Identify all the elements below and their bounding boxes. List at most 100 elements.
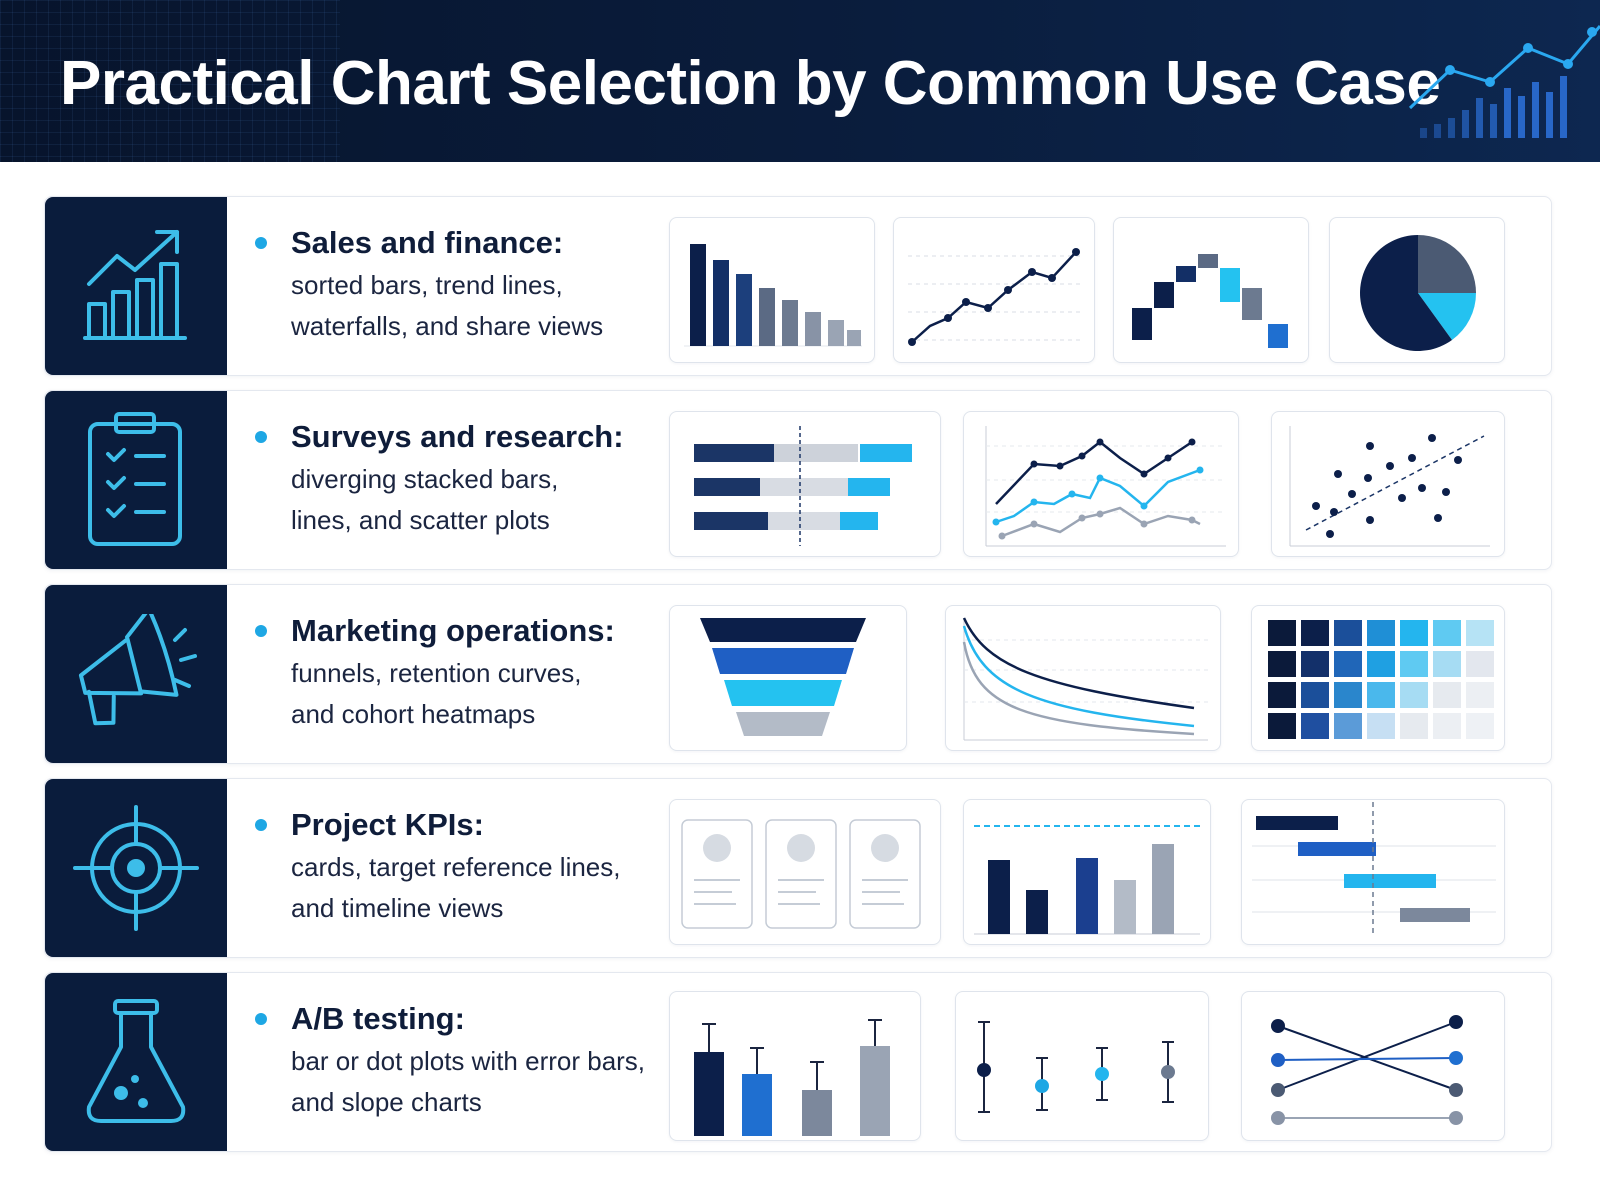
- row-project-kpis: Project KPIs: cards, target reference li…: [44, 778, 1552, 958]
- slope-point: [1271, 1111, 1285, 1125]
- heatmap-cell: [1301, 651, 1329, 677]
- slope-line: [1277, 1057, 1457, 1061]
- clipboard-checklist-icon: [88, 412, 182, 546]
- row-description: bar or dot plots with error bars, and sl…: [291, 1041, 711, 1123]
- heatmap-cell: [1466, 620, 1494, 646]
- stacked-segment: [860, 444, 912, 462]
- bullet-dot: [255, 819, 267, 831]
- slope-point: [1271, 1019, 1285, 1033]
- slope-point: [1271, 1053, 1285, 1067]
- row-surveys-research: Surveys and research: diverging stacked …: [44, 390, 1552, 570]
- target-icon: [73, 805, 199, 931]
- heatmap-cell: [1400, 713, 1428, 739]
- slope-point: [1449, 1051, 1463, 1065]
- dot-point: [1035, 1079, 1049, 1093]
- scatter-point: [1454, 456, 1462, 464]
- heatmap-cell: [1268, 620, 1296, 646]
- row-description: cards, target reference lines, and timel…: [291, 847, 711, 929]
- kpi-cards: [669, 799, 941, 945]
- heatmap-cell: [1433, 682, 1461, 708]
- row-text: Marketing operations: funnels, retention…: [255, 611, 675, 735]
- pie-slice: [1360, 235, 1452, 351]
- dot-point: [1095, 1067, 1109, 1081]
- sorted-bar-chart: [669, 217, 875, 363]
- kpi-card: [849, 819, 921, 929]
- chart-bar: [1076, 858, 1098, 934]
- chart-point: [1028, 268, 1036, 276]
- heatmap-cell: [1334, 682, 1362, 708]
- row-title: Marketing operations:: [291, 613, 615, 648]
- pie-slice: [1418, 293, 1476, 340]
- row-icon-panel: [45, 197, 227, 375]
- heatmap-cell: [1400, 651, 1428, 677]
- desc-line: and timeline views: [291, 893, 504, 923]
- slope-line: [1277, 1021, 1457, 1091]
- stacked-segment: [760, 478, 848, 496]
- desc-line: diverging stacked bars,: [291, 464, 559, 494]
- row-description: diverging stacked bars, lines, and scatt…: [291, 459, 671, 541]
- chart-bar: [782, 300, 798, 346]
- kpi-card: [765, 819, 837, 929]
- dot-point: [977, 1063, 991, 1077]
- chart-bar: [742, 1074, 772, 1136]
- scatter-point: [1434, 514, 1442, 522]
- waterfall-bar: [1268, 324, 1288, 348]
- funnel-chart: [669, 605, 907, 751]
- chart-bar: [802, 1090, 832, 1136]
- heatmap-cell: [1433, 651, 1461, 677]
- desc-line: cards, target reference lines,: [291, 852, 621, 882]
- multi-line-chart: [963, 411, 1239, 557]
- chart-bar: [759, 288, 775, 346]
- heatmap-cell: [1301, 620, 1329, 646]
- heatmap-cell: [1400, 620, 1428, 646]
- desc-line: bar or dot plots with error bars,: [291, 1046, 646, 1076]
- series-line: [1001, 506, 1201, 538]
- row-text: Surveys and research: diverging stacked …: [255, 417, 675, 541]
- timeline-bar: [1298, 842, 1376, 856]
- waterfall-bar: [1176, 266, 1196, 282]
- row-sales-finance: Sales and finance: sorted bars, trend li…: [44, 196, 1552, 376]
- scatter-point: [1312, 502, 1320, 510]
- scatter-point: [1366, 516, 1374, 524]
- waterfall-bar: [1198, 254, 1218, 268]
- chart-point: [1072, 248, 1080, 256]
- desc-line: sorted bars, trend lines,: [291, 270, 563, 300]
- funnel-stage: [724, 680, 842, 706]
- desc-line: lines, and scatter plots: [291, 505, 550, 535]
- heatmap-cell: [1433, 713, 1461, 739]
- growth-chart-icon: [83, 230, 187, 340]
- retention-curve: [962, 641, 1195, 736]
- pie-chart: [1329, 217, 1505, 363]
- series-line: [995, 468, 1201, 524]
- heatmap-cell: [1367, 682, 1395, 708]
- chart-bar: [805, 312, 821, 346]
- row-title: A/B testing:: [291, 1001, 465, 1036]
- heatmap-cell: [1466, 713, 1494, 739]
- heatmap-cell: [1268, 682, 1296, 708]
- heatmap-cell: [1367, 651, 1395, 677]
- scatter-point: [1418, 484, 1426, 492]
- diverging-stacked-bar-chart: [669, 411, 941, 557]
- waterfall-bar: [1242, 288, 1262, 320]
- row-title: Sales and finance:: [291, 225, 564, 260]
- heatmap-cell: [1334, 713, 1362, 739]
- bullet-dot: [255, 237, 267, 249]
- row-ab-testing: A/B testing: bar or dot plots with error…: [44, 972, 1552, 1152]
- timeline-bar: [1256, 816, 1338, 830]
- heatmap-cell: [1466, 651, 1494, 677]
- heatmap-cell: [1268, 713, 1296, 739]
- heatmap-cell: [1301, 713, 1329, 739]
- slope-point: [1449, 1015, 1463, 1029]
- page-title: Practical Chart Selection by Common Use …: [60, 49, 1441, 118]
- scatter-point: [1386, 462, 1394, 470]
- chart-point: [908, 338, 916, 346]
- kpi-card: [681, 819, 753, 929]
- stacked-segment: [694, 444, 774, 462]
- row-icon-panel: [45, 779, 227, 957]
- chart-bar: [690, 244, 706, 346]
- header-grid-pattern: [0, 0, 340, 162]
- desc-line: waterfalls, and share views: [291, 311, 604, 341]
- row-title: Project KPIs:: [291, 807, 484, 842]
- timeline-bar: [1400, 908, 1470, 922]
- stacked-segment: [848, 478, 890, 496]
